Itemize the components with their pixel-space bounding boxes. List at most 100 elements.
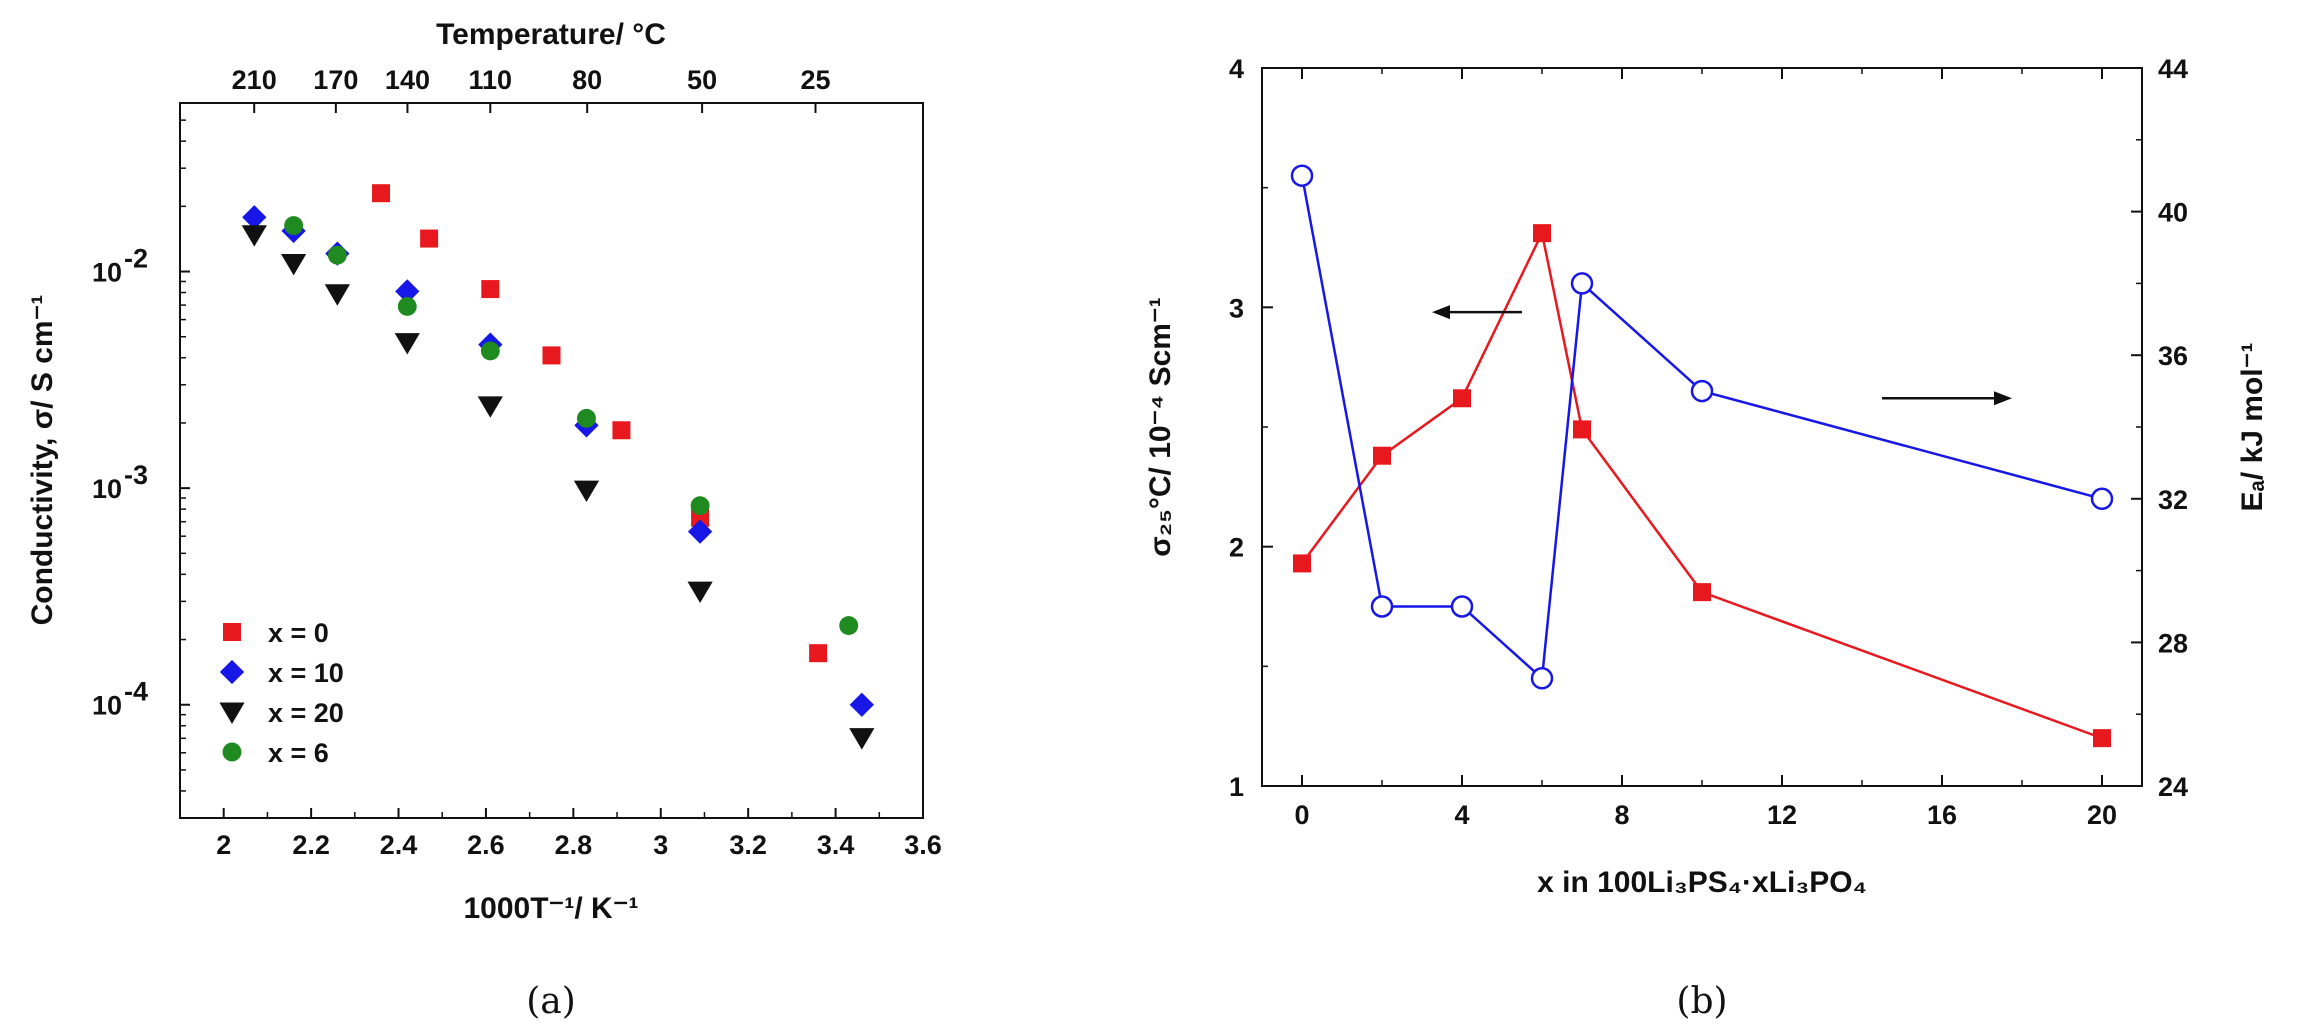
legend-marker-a (222, 742, 242, 762)
panel-label-a-text: (a) (526, 981, 576, 1022)
top-axis-title-a: Temperature/ °C (436, 18, 666, 51)
data-point-a (477, 396, 503, 418)
series-points-b-right (1290, 164, 2114, 690)
data-point-b (1290, 164, 1314, 187)
arrow-head-right (1994, 391, 2012, 406)
panel-label-b: (b) (1676, 981, 1727, 1022)
series-lines-b (1300, 175, 2103, 740)
data-point-a (324, 284, 350, 306)
data-point-a (284, 216, 304, 236)
legend-label-a: x = 6 (268, 738, 329, 768)
x-tick-label-a: 3.2 (729, 830, 767, 860)
y-tick-label-b: 3 (1229, 293, 1244, 323)
x-tick-label-a: 3 (653, 830, 668, 860)
arrow-head-left (1432, 305, 1450, 320)
data-point-a (242, 205, 267, 230)
top-tick-label-a: 25 (800, 65, 830, 95)
data-point-a (577, 408, 596, 428)
data-point-a (849, 728, 875, 750)
top-tick-label-a: 210 (232, 65, 277, 95)
data-point-a (849, 692, 874, 717)
y-tick-label-a: 10 (92, 691, 122, 721)
data-point-a (395, 279, 420, 304)
x-tick-label-a: 3.6 (904, 830, 942, 860)
x-tick-label-b: 20 (2087, 800, 2117, 830)
data-point-b (1293, 554, 1311, 573)
data-point-a (394, 333, 420, 355)
data-point-b (1530, 667, 1554, 690)
data-points-a (241, 184, 875, 750)
x-tick-label-a: 2.6 (467, 830, 505, 860)
y-axis-title-right-text: Eₐ/ kJ mol⁻¹ (2236, 343, 2269, 512)
x-tick-label-b: 12 (1767, 800, 1797, 830)
y-tick-exponent-a: -2 (124, 244, 148, 274)
x-tick-label-a: 2 (216, 830, 231, 860)
data-point-b (2090, 487, 2114, 511)
legend-label-a: x = 10 (268, 658, 344, 688)
y-tick-base: 10 (92, 691, 122, 721)
series-a-circle (284, 216, 859, 636)
x-axis-title-a: 1000T⁻¹/ K⁻¹ (463, 892, 638, 925)
y-tick-base: 10 (92, 474, 122, 504)
data-point-a (809, 644, 828, 663)
plot-frame-b (1261, 67, 2143, 787)
y-tick-exponent-a: -3 (124, 460, 148, 490)
y-right-tick-label-b: 32 (2158, 485, 2188, 515)
data-point-a (281, 253, 307, 276)
legend-a: x = 0 x = 10 x = 20 x = 6 (219, 618, 344, 768)
legend-label-a: x = 0 (268, 618, 329, 648)
y-axis-title-b-left: σ₂₅°C/ 10⁻⁴ Scm⁻¹ (1144, 297, 1177, 557)
x-axis-title-text: 1000T⁻¹/ K⁻¹ (463, 892, 638, 925)
y-right-tick-label-b: 44 (2158, 54, 2188, 84)
data-point-a (397, 297, 417, 316)
data-point-b (1533, 224, 1551, 243)
panel-label-b-text: (b) (1676, 981, 1727, 1022)
x-tick-label-a: 3.4 (817, 830, 855, 860)
panel-a: Temperature/ °C 1000T⁻¹/ K⁻¹ Conductivit… (26, 18, 942, 1022)
legend-marker-a (219, 659, 245, 685)
data-point-a (687, 519, 713, 544)
data-point-b (2093, 729, 2111, 748)
data-point-a (372, 184, 391, 203)
x-tick-label-a: 2.8 (555, 830, 593, 860)
y-tick-label-b: 2 (1229, 533, 1244, 563)
legend-marker-a (223, 623, 241, 641)
y-axis-title-left-text: σ₂₅°C/ 10⁻⁴ Scm⁻¹ (1144, 297, 1177, 557)
y-tick-label-b: 1 (1229, 772, 1244, 802)
x-tick-label-b: 16 (1927, 800, 1957, 830)
x-tick-label-b: 0 (1294, 800, 1309, 830)
y-tick-label-b: 4 (1229, 54, 1244, 84)
axis-ticks-a: 2 2.2 2.4 2.6 2.8 3 3.2 3.4 3.6 210 170 140 110 80 50 2… (92, 65, 942, 860)
y-tick-exponent-a: -4 (124, 677, 148, 707)
y-right-tick-label-b: 24 (2158, 772, 2188, 802)
y-tick-label-a: 10 (92, 258, 122, 288)
data-point-a (420, 229, 439, 248)
panel-b: x in 100Li₃PS₄·xLi₃PO₄ σ₂₅°C/ 10⁻⁴ Scm⁻¹… (1144, 54, 2269, 1022)
data-point-a (690, 496, 710, 516)
x-tick-label-a: 2.4 (380, 830, 418, 860)
panel-label-a: (a) (526, 981, 576, 1022)
top-tick-label-a: 170 (313, 65, 358, 95)
data-point-a (573, 480, 600, 503)
x-tick-label-a: 2.2 (292, 830, 330, 860)
x-tick-label-b: 8 (1614, 800, 1629, 830)
data-point-b (1370, 595, 1394, 618)
y-right-tick-label-b: 28 (2158, 628, 2188, 658)
data-point-b (1690, 379, 1714, 403)
series-a-triangle-down (241, 225, 875, 750)
series-a-diamond (242, 205, 874, 717)
y-axis-title-text: Conductivity, σ/ S cm⁻¹ (26, 295, 59, 626)
series-points-b-left (1293, 224, 2111, 748)
plot-frame-a (179, 102, 924, 819)
top-tick-label-a: 50 (687, 65, 717, 95)
y-right-tick-label-b: 40 (2158, 198, 2188, 228)
data-point-a (241, 225, 267, 247)
data-point-a (480, 341, 500, 361)
y-axis-title-a: Conductivity, σ/ S cm⁻¹ (26, 295, 59, 626)
data-point-a (481, 280, 500, 299)
y-tick-label-a: 10 (92, 474, 122, 504)
x-axis-title-b: x in 100Li₃PS₄·xLi₃PO₄ (1537, 866, 1867, 899)
y-tick-base: 10 (92, 258, 122, 288)
